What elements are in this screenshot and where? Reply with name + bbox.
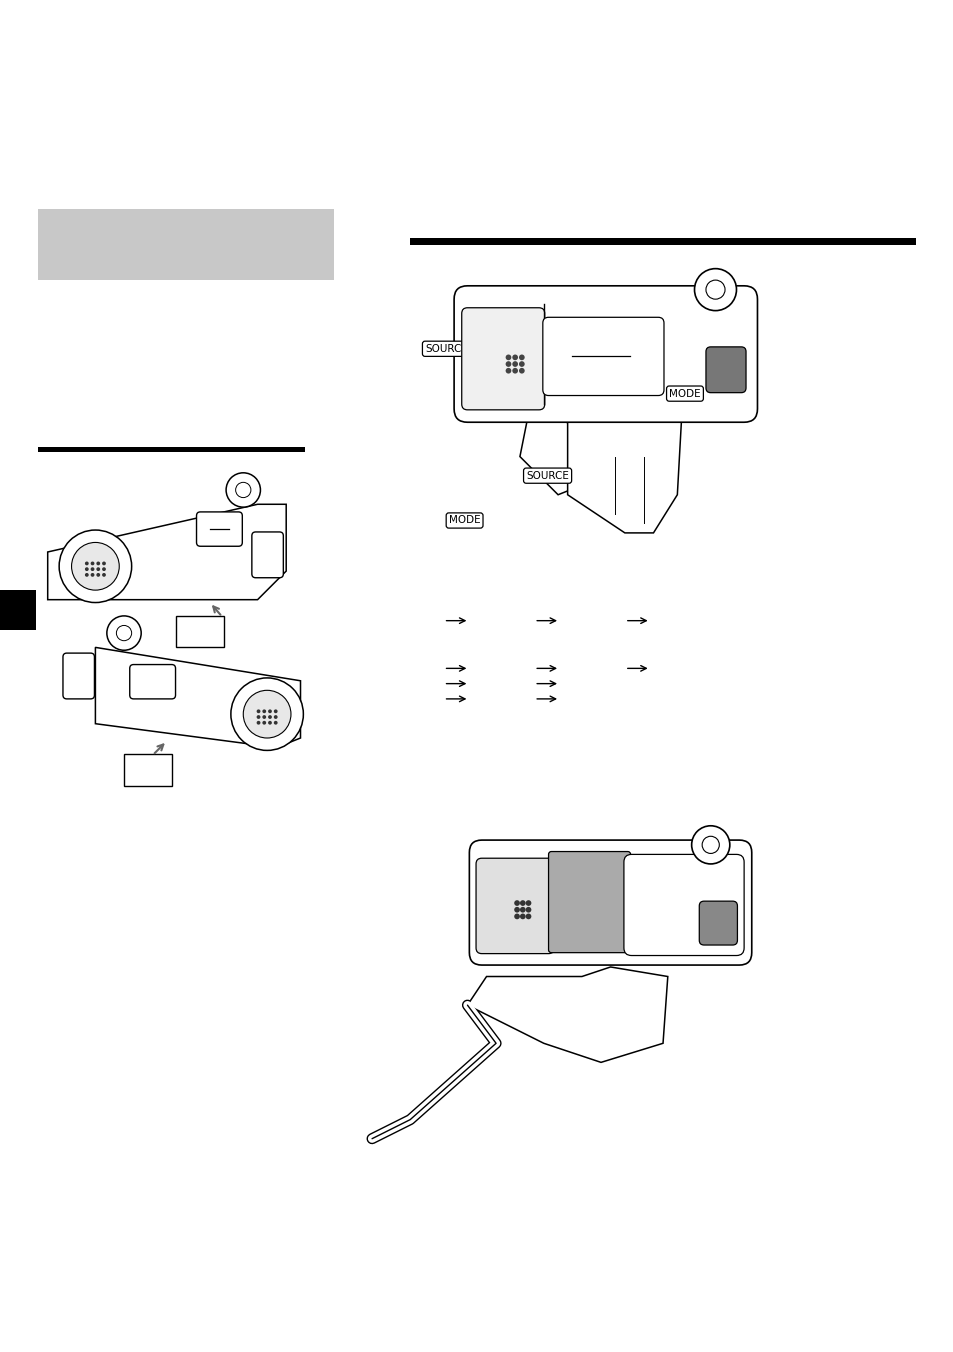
- Circle shape: [512, 368, 517, 373]
- Circle shape: [525, 900, 531, 906]
- Circle shape: [235, 483, 251, 498]
- Bar: [38, 448, 305, 452]
- Circle shape: [519, 914, 525, 919]
- Circle shape: [91, 568, 94, 571]
- Circle shape: [116, 626, 132, 641]
- Circle shape: [262, 721, 266, 725]
- Circle shape: [96, 573, 100, 577]
- Circle shape: [268, 721, 272, 725]
- Circle shape: [256, 715, 260, 719]
- Circle shape: [705, 280, 724, 299]
- Circle shape: [256, 721, 260, 725]
- FancyBboxPatch shape: [623, 854, 743, 956]
- Polygon shape: [519, 408, 581, 495]
- FancyBboxPatch shape: [705, 347, 745, 392]
- Circle shape: [85, 573, 89, 577]
- Circle shape: [512, 354, 517, 360]
- Circle shape: [274, 715, 277, 719]
- FancyBboxPatch shape: [699, 902, 737, 945]
- Circle shape: [262, 710, 266, 714]
- Bar: [410, 238, 915, 245]
- Circle shape: [519, 907, 525, 913]
- Circle shape: [519, 900, 525, 906]
- Circle shape: [71, 542, 119, 589]
- Circle shape: [514, 914, 519, 919]
- Polygon shape: [124, 754, 172, 786]
- Circle shape: [243, 691, 291, 738]
- FancyBboxPatch shape: [63, 653, 94, 699]
- Circle shape: [91, 573, 94, 577]
- Circle shape: [274, 721, 277, 725]
- Circle shape: [518, 361, 524, 366]
- Circle shape: [262, 715, 266, 719]
- Circle shape: [274, 710, 277, 714]
- Circle shape: [525, 914, 531, 919]
- Circle shape: [514, 900, 519, 906]
- FancyBboxPatch shape: [469, 840, 751, 965]
- Circle shape: [107, 617, 141, 650]
- Text: SOURCE: SOURCE: [526, 470, 568, 481]
- FancyBboxPatch shape: [454, 285, 757, 422]
- Circle shape: [102, 568, 106, 571]
- Circle shape: [96, 568, 100, 571]
- Circle shape: [268, 710, 272, 714]
- FancyBboxPatch shape: [542, 318, 663, 396]
- Polygon shape: [467, 967, 667, 1063]
- Bar: [410, 238, 915, 245]
- FancyBboxPatch shape: [252, 531, 283, 577]
- Circle shape: [85, 568, 89, 571]
- Circle shape: [96, 561, 100, 565]
- FancyBboxPatch shape: [461, 308, 544, 410]
- Circle shape: [268, 715, 272, 719]
- Circle shape: [226, 473, 260, 507]
- FancyBboxPatch shape: [548, 852, 630, 953]
- Circle shape: [85, 561, 89, 565]
- Bar: [38, 208, 334, 280]
- Polygon shape: [567, 408, 681, 533]
- Bar: [0, 589, 36, 630]
- Bar: [38, 448, 305, 452]
- Polygon shape: [95, 648, 300, 748]
- Circle shape: [694, 269, 736, 311]
- Circle shape: [102, 561, 106, 565]
- Circle shape: [514, 907, 519, 913]
- Polygon shape: [48, 504, 286, 600]
- Circle shape: [505, 368, 511, 373]
- Circle shape: [518, 354, 524, 360]
- Circle shape: [102, 573, 106, 577]
- Circle shape: [691, 826, 729, 864]
- Circle shape: [91, 561, 94, 565]
- FancyBboxPatch shape: [130, 665, 175, 699]
- Polygon shape: [176, 617, 224, 648]
- Text: SOURCE: SOURCE: [425, 343, 467, 354]
- Text: MODE: MODE: [668, 388, 700, 399]
- FancyBboxPatch shape: [476, 859, 554, 953]
- FancyBboxPatch shape: [196, 512, 242, 546]
- Circle shape: [505, 354, 511, 360]
- Circle shape: [525, 907, 531, 913]
- Circle shape: [231, 677, 303, 750]
- Circle shape: [512, 361, 517, 366]
- Text: MODE: MODE: [448, 515, 480, 526]
- Circle shape: [701, 837, 719, 853]
- Circle shape: [518, 368, 524, 373]
- Circle shape: [505, 361, 511, 366]
- Circle shape: [256, 710, 260, 714]
- Circle shape: [59, 530, 132, 603]
